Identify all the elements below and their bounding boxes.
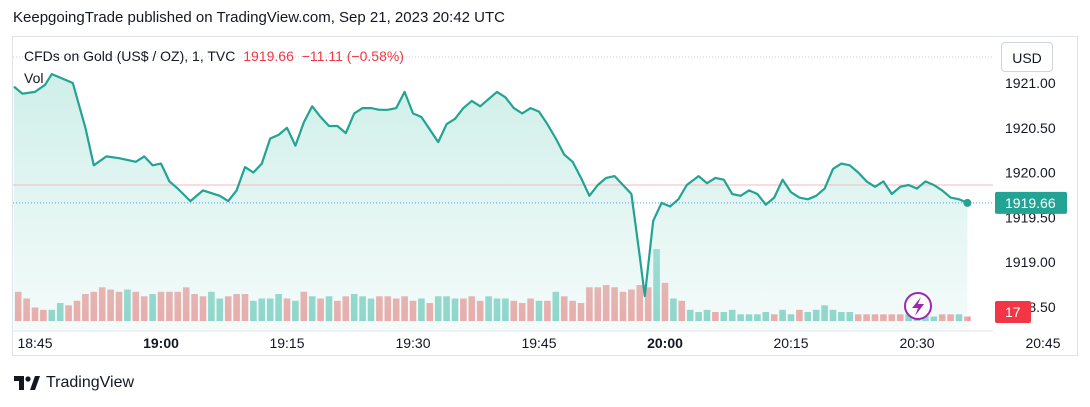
symbol-name[interactable]: CFDs on Gold (US$ / OZ), 1, TVC <box>24 48 236 64</box>
last-price-badge-text: 1919.66 <box>1005 195 1056 211</box>
x-tick-label-7: 20:30 <box>899 335 934 351</box>
volume-badge <box>995 301 1031 323</box>
price-line <box>13 73 968 298</box>
x-tick-label-1: 19:00 <box>143 335 179 351</box>
x-tick-label-4: 19:45 <box>521 335 556 351</box>
tradingview-logo[interactable]: TradingView <box>14 374 134 392</box>
price-series <box>13 73 972 298</box>
tradingview-brand: TradingView <box>46 374 135 391</box>
volume-badge-text: 17 <box>1005 304 1021 320</box>
axis-badges: 1919.66 17 <box>995 191 1067 323</box>
reference-lines <box>13 56 993 204</box>
x-axis: 18:45 19:00 19:15 19:30 19:45 20:00 20:15 20:30… <box>13 330 1061 351</box>
x-tick-label-3: 19:30 <box>395 335 430 351</box>
x-tick-label-8: 20:45 <box>1025 335 1060 351</box>
price-change: −11.11 (−0.58%) <box>301 48 404 64</box>
y-tick-label-2: 1920.00 <box>1005 165 1056 181</box>
tradingview-logo-icon <box>14 376 40 390</box>
volume-label[interactable]: Vol <box>24 70 44 86</box>
last-price-dot <box>963 198 972 207</box>
x-tick-label-0: 18:45 <box>17 335 52 351</box>
y-tick-label-4: 1919.00 <box>1005 254 1056 270</box>
y-tick-label-0: 1921.00 <box>1005 75 1056 91</box>
y-tick-label-1: 1920.50 <box>1005 120 1056 136</box>
last-price: 1919.66 <box>243 48 294 64</box>
x-tick-label-5: 20:00 <box>647 335 683 351</box>
x-tick-label-6: 20:15 <box>773 335 808 351</box>
chart-legend: CFDs on Gold (US$ / OZ), 1, TVC 1919.66 … <box>24 48 404 64</box>
lightning-icon[interactable] <box>904 292 932 320</box>
last-price-badge <box>995 191 1067 214</box>
currency-button[interactable]: USD <box>1001 42 1053 72</box>
published-caption: KeepgoingTrade published on TradingView.… <box>13 9 505 26</box>
x-tick-label-2: 19:15 <box>269 335 304 351</box>
